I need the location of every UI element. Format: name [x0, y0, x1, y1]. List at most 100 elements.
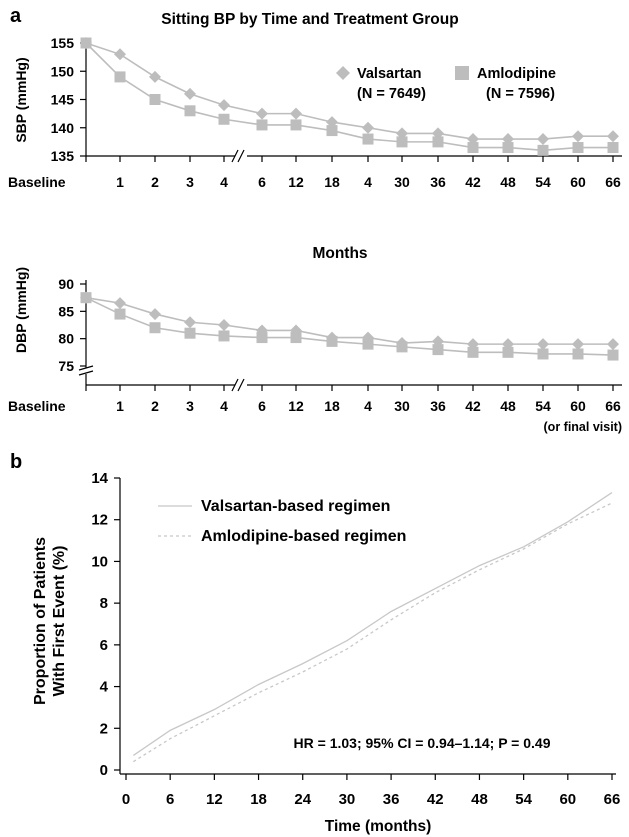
dbp-x-tick-label: 42: [465, 398, 481, 414]
dbp-line-valsartan: [85, 296, 613, 345]
sbp-point-valsartan: [149, 70, 161, 83]
event-y-tick-label: 4: [100, 679, 109, 696]
sbp-x-tick-label: 4: [364, 174, 372, 190]
dbp-point-amlodipine: [218, 330, 230, 342]
dbp-point-amlodipine: [326, 335, 338, 347]
event-line-valsartan: [132, 492, 613, 756]
dbp-x-tick-label: 18: [324, 398, 340, 414]
event-x-tick-label: 60: [559, 791, 576, 808]
dbp-x-tick-label: 66: [605, 398, 621, 414]
sbp-point-amlodipine: [184, 105, 196, 117]
dbp-point-amlodipine: [432, 344, 444, 356]
dbp-point-amlodipine: [537, 348, 549, 360]
sbp-point-amlodipine: [607, 142, 619, 154]
event-y-tick-label: 14: [91, 470, 108, 487]
event-x-tick-label: 54: [515, 791, 532, 808]
sbp-point-valsartan: [607, 130, 619, 143]
event-y-tick-label: 2: [100, 720, 108, 737]
sbp-point-amlodipine: [502, 142, 514, 154]
dbp-point-amlodipine: [184, 327, 196, 339]
dbp-axis-break: [237, 378, 245, 392]
event-x-tick-label: 42: [427, 791, 444, 808]
sbp-legend: Valsartan (N = 7649) Amlodipine (N = 759…: [336, 66, 556, 102]
dbp-point-valsartan: [218, 319, 230, 331]
sbp-x-tick-label: Baseline: [8, 174, 66, 190]
event-y-tick-label: 12: [91, 512, 108, 529]
sbp-y-tick-label: 155: [51, 35, 75, 51]
event-x-tick-label: 30: [339, 791, 356, 808]
panel-label-b: b: [10, 451, 22, 473]
event-y-label-line1: Proportion of Patients: [32, 537, 49, 705]
dbp-point-amlodipine: [149, 322, 161, 334]
dbp-y-tick-label: 75: [58, 358, 74, 374]
dbp-y-tick-label: 85: [58, 303, 74, 319]
sbp-point-valsartan: [537, 133, 549, 146]
dbp-point-amlodipine: [396, 341, 408, 353]
sbp-point-valsartan: [362, 121, 374, 134]
legend-label-amlodipine: Amlodipine: [477, 66, 556, 82]
sbp-y-label: SBP (mmHg): [13, 57, 29, 142]
dbp-x-tick-label: 4: [364, 398, 372, 414]
dbp-x-tick-label: 36: [430, 398, 446, 414]
sbp-chart: a Sitting BP by Time and Treatment Group…: [8, 5, 622, 190]
event-x-tick-label: 36: [383, 791, 400, 808]
event-y-tick-label: 0: [100, 762, 108, 779]
dbp-point-valsartan: [607, 338, 619, 351]
dbp-point-amlodipine: [502, 346, 514, 358]
dbp-x-tick-label: 12: [288, 398, 304, 414]
dbp-y-axis-break: [78, 365, 94, 371]
sbp-point-amlodipine: [80, 37, 92, 49]
legend-label-amlodipine-regimen: Amlodipine-based regimen: [201, 528, 406, 545]
dbp-point-valsartan: [537, 338, 549, 351]
dbp-x-tick-label: 60: [570, 398, 586, 414]
sbp-point-valsartan: [572, 130, 584, 143]
sbp-point-valsartan: [184, 87, 196, 100]
sbp-x-tick-label: 54: [535, 174, 551, 190]
event-x-label: Time (months): [325, 818, 432, 835]
dbp-x-tick-label: 2: [151, 398, 159, 414]
sbp-x-tick-label: 4: [220, 174, 228, 190]
sbp-y-tick-label: 150: [51, 63, 75, 79]
dbp-y-label: DBP (mmHg): [13, 267, 29, 353]
sbp-point-valsartan: [326, 116, 338, 129]
dbp-point-amlodipine: [114, 308, 126, 320]
sbp-line-valsartan: [85, 42, 613, 140]
dbp-x-tick-label: 6: [258, 398, 266, 414]
sbp-point-valsartan: [114, 48, 126, 61]
sbp-series: [80, 37, 619, 156]
dbp-axis-break: [231, 378, 239, 392]
sbp-y-tick-label: 140: [51, 120, 75, 136]
sbp-x-tick-label: 12: [288, 174, 304, 190]
sbp-axis-break: [237, 149, 245, 163]
dbp-point-valsartan: [184, 316, 196, 329]
event-y-tick-label: 10: [91, 553, 108, 570]
event-y-tick-label: 8: [100, 595, 108, 612]
dbp-point-amlodipine: [362, 338, 374, 350]
sbp-axis-break: [231, 149, 239, 163]
legend-n-valsartan: (N = 7649): [357, 86, 426, 102]
sbp-y-tick-label: 135: [51, 148, 75, 164]
sbp-point-amlodipine: [467, 142, 479, 154]
legend-label-valsartan: Valsartan: [357, 66, 422, 82]
sbp-point-amlodipine: [537, 144, 549, 156]
event-line-amlodipine: [133, 502, 613, 763]
event-x-tick-label: 18: [250, 791, 267, 808]
sbp-x-tick-label: 2: [151, 174, 159, 190]
legend-n-amlodipine: (N = 7596): [486, 86, 555, 102]
dbp-point-valsartan: [114, 297, 126, 310]
sbp-point-amlodipine: [149, 94, 161, 105]
sbp-point-amlodipine: [326, 125, 338, 137]
dbp-point-valsartan: [149, 308, 161, 321]
sbp-x-tick-label: 18: [324, 174, 340, 190]
sbp-point-amlodipine: [256, 119, 268, 131]
sbp-x-tick-label: 6: [258, 174, 266, 190]
sbp-x-tick-label: 60: [570, 174, 586, 190]
dbp-point-amlodipine: [572, 348, 584, 360]
dbp-point-amlodipine: [80, 292, 92, 304]
sbp-line-amlodipine: [85, 42, 613, 152]
sbp-x-tick-label: 42: [465, 174, 481, 190]
